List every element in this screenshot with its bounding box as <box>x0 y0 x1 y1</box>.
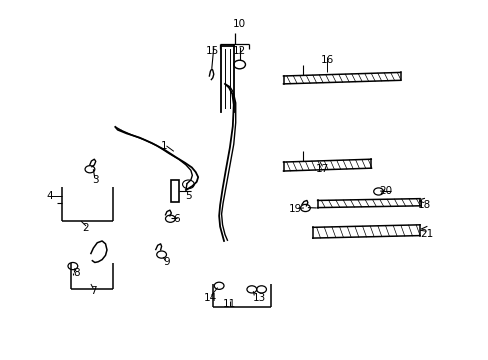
Text: 1: 1 <box>161 141 167 151</box>
Text: 11: 11 <box>223 299 236 309</box>
Bar <box>171 180 178 202</box>
Text: 4: 4 <box>46 191 53 201</box>
Text: 2: 2 <box>82 224 89 233</box>
Text: 9: 9 <box>163 257 169 267</box>
Text: 17: 17 <box>315 164 328 174</box>
Text: 7: 7 <box>90 286 97 296</box>
Text: 15: 15 <box>206 46 219 56</box>
Text: 8: 8 <box>73 268 80 278</box>
Text: 10: 10 <box>233 19 245 29</box>
Text: 12: 12 <box>232 46 246 56</box>
Text: 14: 14 <box>203 293 217 303</box>
Text: 18: 18 <box>417 200 430 210</box>
Text: 3: 3 <box>92 175 99 185</box>
Text: 21: 21 <box>420 229 433 239</box>
Text: 20: 20 <box>379 186 392 196</box>
Text: 6: 6 <box>173 215 179 224</box>
Text: 16: 16 <box>320 55 333 65</box>
Text: 19: 19 <box>288 204 302 214</box>
Text: 5: 5 <box>185 191 191 201</box>
Text: 13: 13 <box>252 293 265 303</box>
